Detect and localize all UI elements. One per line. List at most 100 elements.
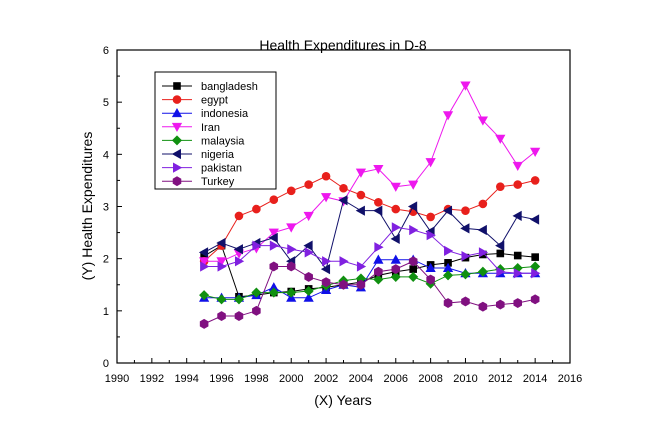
data-point	[513, 298, 523, 308]
plot-area: 1990 1992 1994 1996 1998 2000 2002 2004 2006 2008…	[103, 45, 582, 385]
data-point	[496, 299, 505, 310]
series-pakistan	[200, 222, 541, 279]
data-point	[461, 250, 471, 262]
data-point	[529, 214, 540, 225]
legend-entry: egypt	[162, 95, 228, 107]
data-point	[477, 224, 487, 236]
data-point	[477, 266, 488, 277]
data-point	[530, 147, 541, 157]
data-point	[408, 256, 418, 267]
data-point	[252, 204, 261, 214]
y-tick-label: 4	[103, 149, 109, 161]
data-point	[286, 287, 297, 298]
data-point	[217, 261, 227, 272]
legend-marker	[171, 122, 183, 133]
data-point	[356, 261, 367, 272]
data-point	[199, 257, 210, 267]
x-tick-label: 2010	[453, 373, 477, 385]
data-point	[443, 270, 454, 281]
data-point	[321, 277, 331, 288]
legend-entry: indonesia	[162, 107, 249, 120]
data-point	[217, 311, 226, 321]
legend-entry: bangladesh	[162, 81, 258, 93]
x-tick-label: 2006	[384, 373, 408, 385]
y-tick-label: 0	[103, 358, 109, 370]
data-point	[339, 279, 348, 290]
y-tick-label: 5	[103, 97, 109, 109]
x-tick-label: 1998	[244, 373, 268, 385]
data-point	[286, 223, 297, 233]
x-tick-label: 1990	[105, 373, 129, 385]
legend-label: Iran	[201, 122, 220, 134]
data-point	[233, 244, 243, 255]
legend-label: pakistan	[201, 163, 242, 175]
data-point	[355, 168, 367, 178]
data-point	[391, 222, 401, 233]
data-point	[512, 210, 522, 221]
data-point	[234, 211, 244, 221]
data-point	[444, 245, 454, 256]
data-point	[320, 193, 332, 203]
series-malaysia	[199, 261, 541, 305]
y-tick-label: 6	[103, 45, 109, 57]
x-tick-label: 2012	[488, 373, 512, 385]
data-point	[390, 271, 401, 282]
data-point	[460, 223, 470, 234]
x-tick-label: 2004	[349, 373, 373, 385]
data-point	[303, 240, 313, 251]
legend-label: egypt	[201, 95, 228, 107]
data-point	[512, 161, 523, 172]
data-point	[216, 257, 227, 267]
data-point	[513, 180, 523, 189]
data-point	[355, 205, 365, 216]
data-point	[530, 294, 540, 305]
data-point	[531, 268, 541, 279]
data-point	[496, 266, 506, 277]
legend-label: Turkey	[201, 176, 235, 188]
legend-label: indonesia	[201, 108, 249, 120]
legend-marker	[173, 162, 183, 173]
data-point	[216, 237, 226, 249]
data-point	[322, 256, 332, 267]
legend-marker	[171, 107, 183, 118]
data-point	[391, 264, 401, 275]
data-point	[495, 240, 505, 251]
data-point	[321, 171, 331, 181]
series-turkey	[199, 256, 540, 329]
y-tick-label: 1	[103, 306, 109, 318]
data-point	[199, 290, 210, 301]
data-point	[374, 198, 383, 207]
data-point	[477, 116, 488, 126]
data-point	[251, 287, 262, 298]
data-point	[390, 254, 401, 264]
data-point	[408, 271, 419, 282]
data-point	[460, 269, 471, 280]
data-point	[199, 318, 209, 329]
x-tick-label: 2002	[314, 373, 338, 385]
data-point	[269, 195, 279, 205]
data-point	[252, 305, 261, 316]
legend-marker	[172, 95, 182, 104]
legend-entry: nigeria	[162, 148, 235, 161]
data-point	[286, 261, 296, 272]
data-point	[234, 311, 244, 321]
data-point	[478, 301, 488, 312]
data-point	[531, 253, 539, 261]
series-nigeria	[198, 195, 540, 275]
x-axis: 1990 1992 1994 1996 1998 2000 2002 2004 2006 2008…	[105, 358, 582, 385]
data-point	[409, 224, 419, 236]
data-point	[425, 262, 436, 273]
legend-marker	[173, 82, 181, 90]
data-point	[426, 212, 435, 222]
legend-label: malaysia	[201, 135, 245, 147]
y-tick-label: 2	[103, 254, 109, 266]
data-point	[478, 199, 488, 209]
data-point	[286, 186, 296, 196]
x-tick-label: 1996	[209, 373, 233, 385]
data-point	[373, 254, 384, 264]
legend-marker	[171, 148, 181, 160]
data-point	[303, 292, 314, 302]
data-point	[233, 294, 244, 305]
chart-title: Health Expenditures in D-8	[259, 37, 427, 53]
